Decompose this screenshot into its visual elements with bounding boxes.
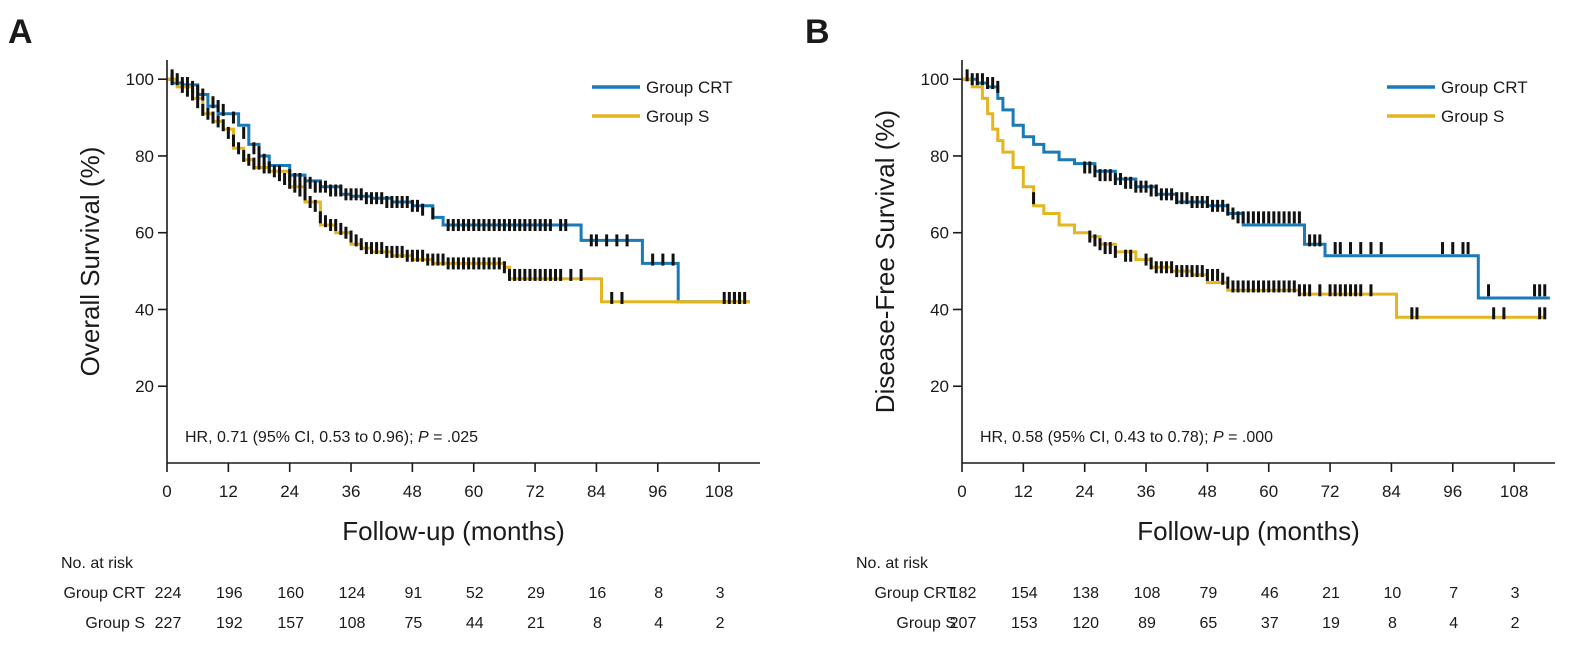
risk-count: 227 bbox=[155, 615, 182, 632]
p-label: P bbox=[1213, 429, 1224, 446]
risk-count: 3 bbox=[716, 585, 725, 602]
x-tick-label: 60 bbox=[464, 482, 483, 501]
x-tick-label: 84 bbox=[1382, 482, 1401, 501]
legend-label-s: Group S bbox=[646, 107, 709, 126]
risk-count: 154 bbox=[1011, 585, 1038, 602]
y-tick-label: 80 bbox=[135, 147, 154, 166]
risk-row-label-crt: Group CRT bbox=[874, 585, 956, 602]
x-tick-label: 24 bbox=[1075, 482, 1094, 501]
risk-count: 196 bbox=[216, 585, 243, 602]
risk-count: 207 bbox=[950, 615, 977, 632]
risk-count: 160 bbox=[277, 585, 304, 602]
y-axis-title: Disease-Free Survival (%) bbox=[870, 110, 900, 413]
x-tick-label: 96 bbox=[1443, 482, 1462, 501]
x-axis-title: Follow-up (months) bbox=[1137, 516, 1360, 546]
legend-label-crt: Group CRT bbox=[1441, 78, 1528, 97]
y-tick-label: 100 bbox=[921, 70, 949, 89]
risk-count: 4 bbox=[1449, 615, 1458, 632]
y-axis-title: Overall Survival (%) bbox=[75, 147, 105, 377]
risk-count: 52 bbox=[466, 585, 484, 602]
x-tick-label: 36 bbox=[342, 482, 361, 501]
x-tick-label: 0 bbox=[162, 482, 171, 501]
risk-count: 79 bbox=[1199, 585, 1217, 602]
y-tick-label: 20 bbox=[930, 377, 949, 396]
risk-count: 44 bbox=[466, 615, 484, 632]
y-tick-label: 20 bbox=[135, 377, 154, 396]
x-tick-label: 108 bbox=[705, 482, 733, 501]
p-value: = .025 bbox=[429, 429, 478, 446]
p-value: = .000 bbox=[1224, 429, 1273, 446]
risk-count: 21 bbox=[1322, 585, 1340, 602]
risk-count: 7 bbox=[1449, 585, 1458, 602]
hazard-ratio-annotation: HR, 0.58 (95% CI, 0.43 to 0.78); P = .00… bbox=[980, 429, 1273, 446]
hr-text: HR, 0.71 (95% CI, 0.53 to 0.96); bbox=[185, 429, 418, 446]
risk-count: 75 bbox=[404, 615, 422, 632]
risk-count: 8 bbox=[593, 615, 602, 632]
risk-count: 89 bbox=[1138, 615, 1156, 632]
risk-count: 157 bbox=[277, 615, 304, 632]
risk-count: 91 bbox=[404, 585, 422, 602]
x-tick-label: 36 bbox=[1137, 482, 1156, 501]
y-tick-label: 80 bbox=[930, 147, 949, 166]
p-label: P bbox=[418, 429, 429, 446]
hazard-ratio-annotation: HR, 0.71 (95% CI, 0.53 to 0.96); P = .02… bbox=[185, 429, 478, 446]
risk-count: 153 bbox=[1011, 615, 1038, 632]
risk-count: 3 bbox=[1511, 585, 1520, 602]
risk-count: 138 bbox=[1072, 585, 1099, 602]
risk-count: 19 bbox=[1322, 615, 1340, 632]
risk-count: 2 bbox=[716, 615, 725, 632]
risk-count: 8 bbox=[654, 585, 663, 602]
x-tick-label: 84 bbox=[587, 482, 606, 501]
risk-row-label-crt: Group CRT bbox=[63, 585, 145, 602]
x-axis-title: Follow-up (months) bbox=[342, 516, 565, 546]
risk-count: 10 bbox=[1384, 585, 1402, 602]
risk-count: 108 bbox=[1134, 585, 1161, 602]
risk-count: 37 bbox=[1261, 615, 1279, 632]
risk-count: 108 bbox=[339, 615, 366, 632]
x-tick-label: 12 bbox=[1014, 482, 1033, 501]
risk-row-label-s: Group S bbox=[896, 615, 956, 632]
x-tick-label: 72 bbox=[526, 482, 545, 501]
risk-count: 120 bbox=[1072, 615, 1099, 632]
x-tick-label: 72 bbox=[1321, 482, 1340, 501]
x-tick-label: 108 bbox=[1500, 482, 1528, 501]
panel-a-letter: A bbox=[8, 13, 33, 51]
risk-count: 2 bbox=[1511, 615, 1520, 632]
x-tick-label: 48 bbox=[1198, 482, 1217, 501]
risk-count: 182 bbox=[950, 585, 977, 602]
risk-count: 46 bbox=[1261, 585, 1279, 602]
risk-count: 124 bbox=[339, 585, 366, 602]
risk-count: 224 bbox=[155, 585, 182, 602]
risk-table-title: No. at risk bbox=[856, 555, 929, 572]
legend-label-crt: Group CRT bbox=[646, 78, 733, 97]
risk-count: 65 bbox=[1199, 615, 1217, 632]
hr-text: HR, 0.58 (95% CI, 0.43 to 0.78); bbox=[980, 429, 1213, 446]
y-tick-label: 60 bbox=[930, 224, 949, 243]
risk-row-label-s: Group S bbox=[85, 615, 145, 632]
risk-count: 21 bbox=[527, 615, 545, 632]
legend-label-s: Group S bbox=[1441, 107, 1504, 126]
risk-count: 8 bbox=[1388, 615, 1397, 632]
y-tick-label: 40 bbox=[135, 300, 154, 319]
risk-count: 4 bbox=[654, 615, 663, 632]
x-tick-label: 48 bbox=[403, 482, 422, 501]
x-tick-label: 0 bbox=[957, 482, 966, 501]
x-tick-label: 60 bbox=[1259, 482, 1278, 501]
risk-count: 192 bbox=[216, 615, 243, 632]
y-tick-label: 60 bbox=[135, 224, 154, 243]
panel-b-letter: B bbox=[805, 13, 830, 51]
risk-count: 29 bbox=[527, 585, 545, 602]
x-tick-label: 24 bbox=[280, 482, 299, 501]
y-tick-label: 40 bbox=[930, 300, 949, 319]
risk-table-title: No. at risk bbox=[61, 555, 134, 572]
x-tick-label: 12 bbox=[219, 482, 238, 501]
x-tick-label: 96 bbox=[648, 482, 667, 501]
y-tick-label: 100 bbox=[126, 70, 154, 89]
risk-count: 16 bbox=[589, 585, 607, 602]
